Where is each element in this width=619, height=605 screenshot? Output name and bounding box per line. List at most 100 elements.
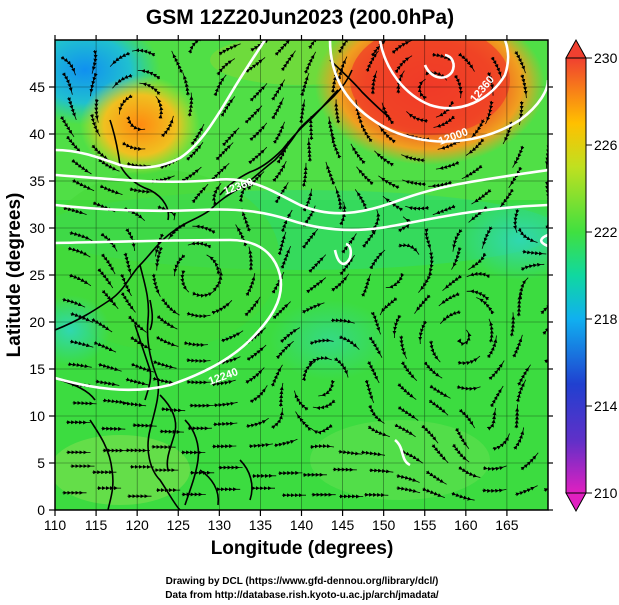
streamline [516,292,522,317]
streamline [125,228,136,251]
streamline [72,178,95,192]
streamline [540,301,548,315]
streamline [488,318,494,343]
streamline [161,407,186,413]
streamline [490,56,502,80]
streamline [187,241,212,249]
streamline [424,228,432,252]
streamline [306,277,327,294]
streamline [280,50,296,71]
y-tick-label: 15 [29,361,45,377]
map-plot: 12360 12000 12360 12240 [55,40,554,510]
streamline [280,209,293,233]
streamline [417,78,427,100]
streamline [59,116,75,138]
streamline [331,135,342,159]
streamline [550,95,554,119]
streamline [131,362,155,373]
streamline [428,340,441,363]
streamline [310,424,333,435]
streamline [245,57,266,74]
streamline [130,336,152,350]
streamline [99,184,123,195]
streamline [354,189,369,211]
streamline [332,467,357,472]
streamline [542,320,548,335]
y-tick-label: 35 [29,173,45,189]
streamline [271,407,284,430]
streamline [465,138,485,156]
colorbar: 210 214 218 222 226 230 [565,38,618,513]
streamline [522,249,547,256]
streamline [213,401,238,408]
streamline [369,468,394,474]
streamline [300,72,310,97]
streamline [212,379,236,387]
streamline [71,158,92,175]
streamline [301,228,319,249]
streamline [137,69,161,80]
streamline [425,470,447,485]
streamline [485,100,494,125]
streamline [458,52,475,72]
streamline [69,230,93,242]
streamline [301,162,308,187]
streamline [513,209,520,233]
streamline [160,115,174,138]
streamline [120,292,136,313]
streamline [364,379,375,403]
streamline [156,335,179,347]
streamline [547,121,548,142]
streamline [62,297,86,308]
x-tick-label: 155 [413,517,437,533]
streamline [354,99,363,124]
x-tick-label: 140 [290,517,314,533]
streamline [192,224,216,235]
streamline [471,188,492,205]
colorbar-bottom-arrow [565,492,587,513]
streamline [369,249,386,270]
streamline [244,105,263,124]
colorbar-top-arrow [565,38,587,59]
streamline [155,247,164,271]
streamline [159,429,184,434]
y-tick-label: 30 [29,220,45,236]
streamline [89,113,101,137]
streamline [466,289,490,301]
streamline [359,120,373,143]
y-tick-label: 40 [29,126,45,142]
streamline [486,407,497,431]
streamline [456,329,472,347]
streamline [468,252,487,271]
streamline [215,142,234,161]
streamline [167,223,186,241]
streamline [421,424,439,444]
streamline [89,72,98,97]
streamline [270,364,283,387]
streamline [364,492,389,497]
streamline [97,268,114,289]
streamline [514,404,520,429]
credit-data: Data from http://database.rish.kyoto-u.a… [165,590,439,601]
streamline [186,311,211,319]
streamline [220,96,236,117]
streamline [492,433,510,451]
streamline [512,334,523,358]
streamline [378,175,400,190]
streamline [213,421,238,427]
streamline [476,297,495,315]
streamline [101,289,119,309]
streamline [453,74,463,99]
streamline [341,233,357,254]
streamline [374,150,394,167]
y-axis-label: Latitude (degrees) [4,193,25,358]
streamline [451,443,470,463]
streamline [183,341,208,348]
streamline [139,82,161,96]
streamline [545,224,548,235]
streamline [361,227,378,248]
x-tick-label: 145 [331,517,355,533]
streamline [274,182,289,204]
streamline [248,246,254,271]
streamline [337,56,348,80]
